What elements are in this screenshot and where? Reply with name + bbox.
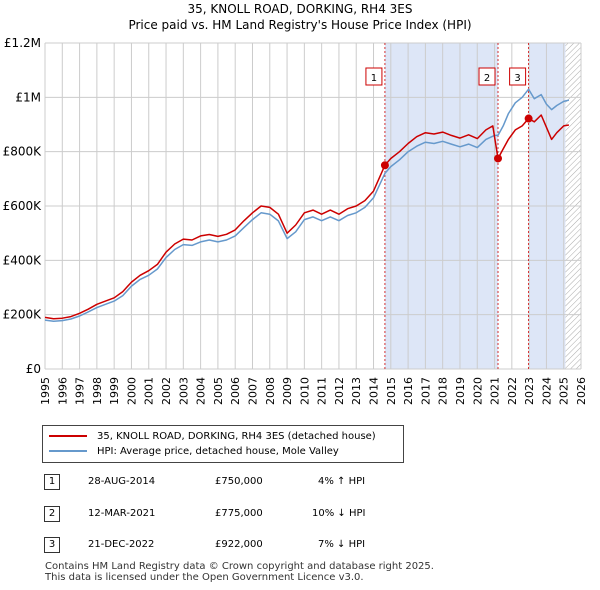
x-tick-label: 2015: [385, 377, 398, 405]
x-tick-label: 1996: [56, 377, 69, 405]
x-tick-label: 2011: [316, 377, 329, 405]
chart-legend: 35, KNOLL ROAD, DORKING, RH4 3ES (detach…: [42, 425, 404, 463]
legend-swatch-hpi: [49, 450, 87, 452]
x-tick-label: 2016: [402, 377, 415, 405]
transaction-price: £750,000: [215, 476, 263, 487]
x-tick-label: 2021: [489, 377, 502, 405]
y-tick-label: £400K: [3, 253, 43, 267]
y-tick-label: £1.2M: [4, 36, 41, 50]
y-tick-label: £800K: [3, 145, 43, 159]
x-tick-label: 2017: [419, 377, 432, 405]
sale-point: [380, 161, 389, 170]
y-tick-label: £600K: [3, 199, 43, 213]
y-tick-label: £1M: [15, 90, 41, 104]
transaction-number-badge: 1: [44, 474, 60, 490]
chart-subtitle: Price paid vs. HM Land Registry's House …: [128, 18, 472, 32]
sale-label-box: 2: [478, 67, 496, 86]
legend-item-hpi: HPI: Average price, detached house, Mole…: [49, 445, 339, 459]
footer-copyright: Contains HM Land Registry data © Crown c…: [45, 561, 434, 572]
x-tick-label: 2023: [523, 377, 536, 405]
x-tick-label: 2020: [471, 377, 484, 405]
x-tick-label: 2009: [281, 377, 294, 405]
transaction-hpi-delta: 4% ↑ HPI: [318, 476, 366, 487]
sale-label-number: 1: [371, 73, 377, 84]
x-tick-label: 2014: [368, 377, 381, 405]
sale-point: [494, 154, 503, 163]
x-tick-label: 2026: [575, 377, 588, 405]
x-tick-label: 2010: [298, 377, 311, 405]
x-tick-label: 2022: [506, 377, 519, 405]
legend-swatch-property: [49, 435, 87, 437]
sale-label-frame: [478, 67, 496, 86]
x-tick-label: 1998: [91, 377, 104, 405]
x-tick-label: 1995: [39, 377, 52, 405]
x-tick-label: 2012: [333, 377, 346, 405]
price-chart: 1 2 3 £0 £200K £400K £600K £800K £1M £1.2M 1995 19…: [3, 36, 588, 405]
x-tick-label: 2025: [558, 377, 571, 405]
x-tick-label: 2008: [264, 377, 277, 405]
sale-label-number: 2: [484, 73, 490, 84]
footer-licence: This data is licensed under the Open Gov…: [45, 572, 364, 583]
sale-label-box: 3: [509, 67, 527, 86]
transaction-date: 28-AUG-2014: [88, 476, 156, 487]
x-tick-label: 2001: [143, 377, 156, 405]
x-tick-label: 2018: [437, 377, 450, 405]
x-tick-label: 2002: [160, 377, 173, 405]
transaction-number-badge: 3: [44, 537, 60, 553]
legend-label-hpi: HPI: Average price, detached house, Mole…: [97, 446, 339, 457]
transaction-price: £922,000: [215, 539, 263, 550]
transaction-date: 12-MAR-2021: [88, 508, 156, 519]
x-tick-label: 2003: [177, 377, 190, 405]
transaction-hpi-delta: 7% ↓ HPI: [318, 539, 366, 550]
x-tick-label: 2019: [454, 377, 467, 405]
x-tick-label: 1999: [108, 377, 121, 405]
hpi-series-line: [44, 88, 570, 322]
legend-label-property: 35, KNOLL ROAD, DORKING, RH4 3ES (detach…: [97, 431, 376, 442]
x-tick-label: 1997: [74, 377, 87, 405]
legend-item-property: 35, KNOLL ROAD, DORKING, RH4 3ES (detach…: [49, 430, 376, 444]
sale-label-box: 1: [365, 67, 383, 86]
x-tick-label: 2000: [125, 377, 138, 405]
x-tick-label: 2004: [195, 377, 208, 405]
chart-title: 35, KNOLL ROAD, DORKING, RH4 3ES: [187, 2, 413, 16]
sale-label-frame: [365, 67, 383, 86]
transaction-hpi-delta: 10% ↓ HPI: [312, 508, 366, 519]
transaction-date: 21-DEC-2022: [88, 539, 155, 550]
x-tick-label: 2005: [212, 377, 225, 405]
sale-label-frame: [509, 67, 527, 86]
sale-label-number: 3: [514, 73, 520, 84]
transaction-price: £775,000: [215, 508, 263, 519]
property-series-line: [44, 114, 570, 320]
transaction-number-badge: 2: [44, 506, 60, 522]
y-tick-label: £200K: [3, 308, 43, 322]
sale-point: [524, 114, 533, 123]
x-tick-label: 2006: [229, 377, 242, 405]
x-tick-label: 2013: [350, 377, 363, 405]
y-tick-label: £0: [26, 362, 41, 376]
x-tick-label: 2007: [246, 377, 259, 405]
x-tick-label: 2024: [540, 377, 553, 405]
